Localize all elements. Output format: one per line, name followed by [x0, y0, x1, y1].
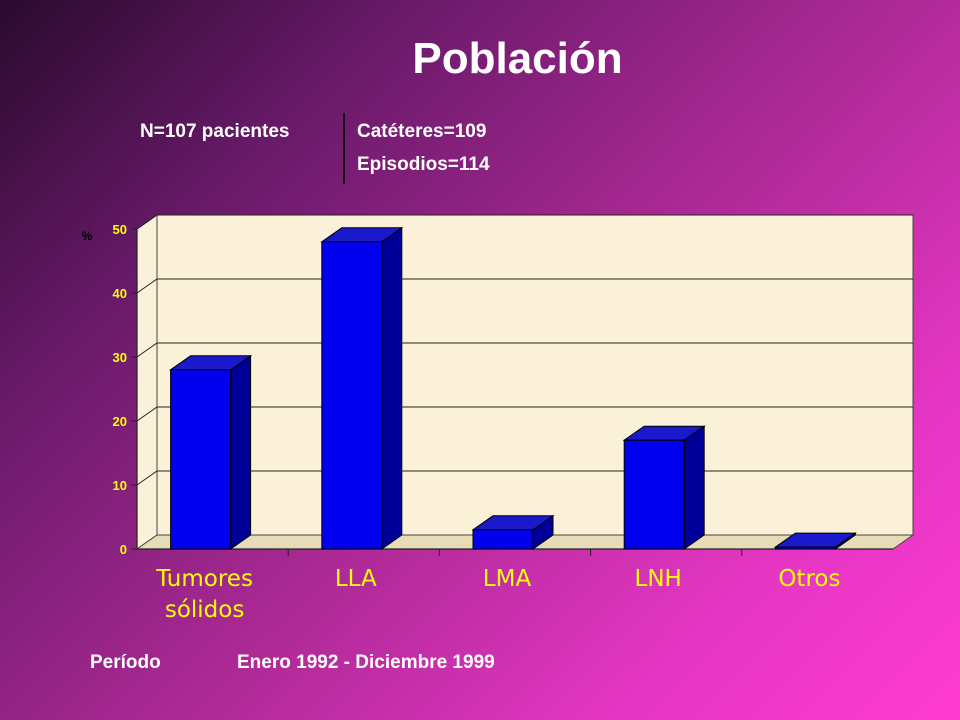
bar [622, 425, 706, 550]
gridline [136, 342, 913, 358]
y-tick-label: 40 [113, 286, 127, 301]
period-label: Período [90, 652, 161, 673]
category-label: Tumores sólidos [155, 566, 253, 623]
bar [773, 532, 857, 550]
y-tick-label: 20 [113, 414, 127, 429]
gridline [136, 214, 913, 230]
plot-side-wall [136, 214, 158, 550]
bar-front [623, 439, 685, 550]
y-tick-label: 10 [113, 478, 127, 493]
plot-back-wall [156, 214, 914, 536]
bar-front [170, 369, 232, 550]
bar-side [230, 354, 252, 550]
bar [169, 354, 253, 550]
bar-side [381, 226, 403, 550]
patients-count: N=107 pacientes [140, 121, 290, 142]
gridline [136, 278, 913, 294]
info-divider [343, 113, 345, 184]
bar-side [683, 425, 705, 550]
bar [471, 514, 555, 550]
bar [320, 226, 404, 550]
bar-front [774, 546, 836, 550]
category-labels: Tumores sólidos LLA LMA LNH Otros [155, 566, 840, 623]
bars [169, 226, 857, 550]
category-label: LMA [483, 566, 532, 592]
y-tick-label: 30 [113, 350, 127, 365]
category-label: LNH [635, 566, 682, 592]
category-label: LLA [335, 566, 377, 592]
gridline [136, 406, 913, 422]
bar-front [321, 241, 383, 550]
episodes-count: Episodios=114 [357, 154, 490, 175]
category-label: Otros [778, 566, 840, 592]
period-value: Enero 1992 - Diciembre 1999 [237, 652, 495, 673]
y-axis-label: % [82, 229, 93, 243]
plot-background [135, 214, 915, 550]
y-tick-label: 50 [113, 222, 127, 237]
bar-front [472, 529, 534, 550]
y-tick-label: 0 [120, 542, 127, 557]
y-tick-labels: 0 10 20 30 40 50 [113, 222, 127, 557]
catheters-count: Catéteres=109 [357, 121, 487, 142]
slide-title: Población [412, 34, 623, 83]
